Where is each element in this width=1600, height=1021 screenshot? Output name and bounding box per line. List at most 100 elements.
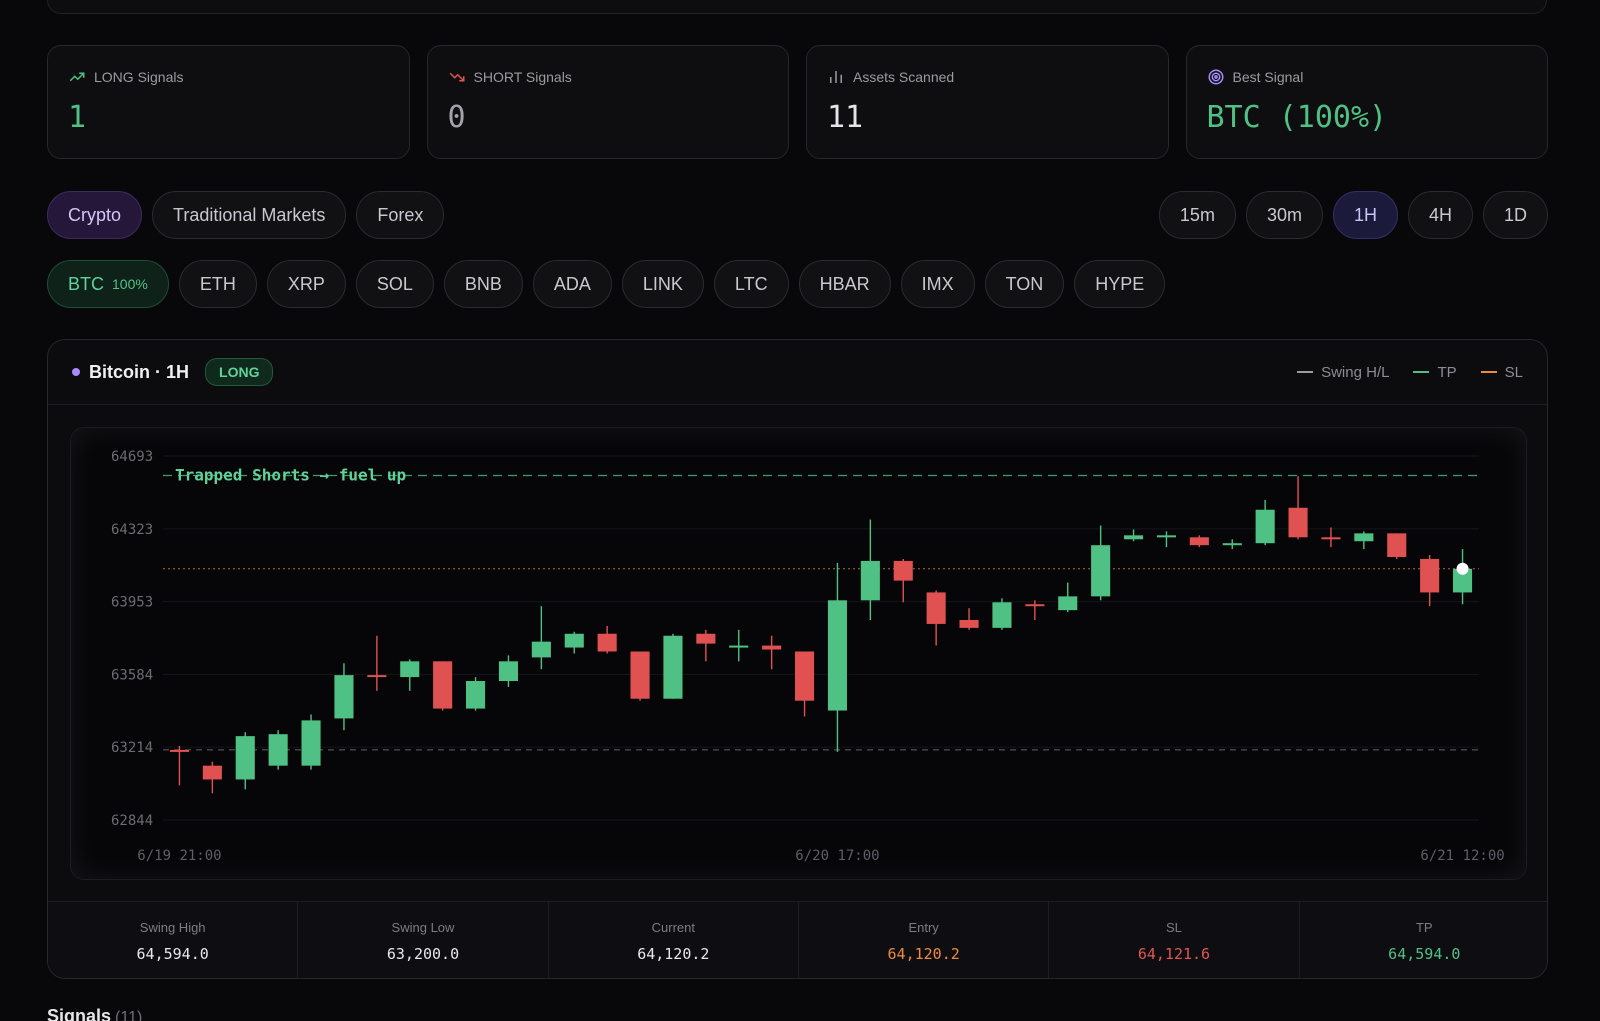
trending-up-icon	[69, 72, 85, 82]
candle-body	[334, 675, 354, 719]
level-label: Entry	[908, 919, 939, 935]
level-label: Swing Low	[391, 919, 455, 935]
asset-btc[interactable]: BTC 100%	[47, 260, 169, 308]
candle-body	[1025, 604, 1045, 607]
stat-label: Best Signal	[1232, 69, 1304, 85]
level-tp: TP 64,594.0	[1300, 902, 1547, 978]
asset-sol[interactable]: SOL	[355, 260, 434, 308]
asset-ada[interactable]: ADA	[532, 260, 612, 308]
y-tick-label: 63214	[111, 740, 153, 756]
status-dot	[72, 368, 80, 376]
top-panel	[47, 0, 1547, 14]
candle-body	[597, 633, 617, 652]
level-entry: Entry 64,120.2	[799, 902, 1050, 978]
candle-body	[795, 651, 815, 701]
signals-count: (11)	[115, 1009, 143, 1021]
asset-tabs: BTC 100% ETH XRP SOL BNB ADA LINK LTC HBA…	[47, 260, 1166, 308]
signal-badge: LONG	[205, 358, 274, 386]
level-swing-high: Swing High 64,594.0	[48, 902, 299, 978]
candle-body	[860, 560, 880, 601]
level-value: 64,594.0	[136, 944, 209, 963]
candle-body	[531, 641, 551, 658]
timeframe-1d[interactable]: 1D	[1482, 191, 1548, 239]
level-label: Swing High	[139, 919, 206, 935]
candle-body	[827, 600, 847, 711]
candle-body	[268, 734, 288, 766]
candle-body	[1255, 509, 1275, 544]
timeframe-15m[interactable]: 15m	[1158, 191, 1236, 239]
asset-imx[interactable]: IMX	[900, 260, 975, 308]
candle-body	[729, 645, 749, 648]
annotation-label: Trapped Shorts → fuel up	[175, 465, 406, 484]
legend-sl: SL	[1480, 363, 1523, 381]
stats-row: LONG Signals 1 SHORT Signals 0 Assets Sc…	[47, 45, 1548, 159]
candle-body	[498, 661, 518, 682]
legend-label: Swing H/L	[1321, 363, 1390, 381]
asset-bnb[interactable]: BNB	[443, 260, 523, 308]
level-value: 63,200.0	[386, 944, 460, 963]
legend-label: SL	[1504, 363, 1523, 381]
candle-body	[1091, 545, 1111, 597]
candle-body	[1321, 537, 1341, 540]
y-tick-label: 64693	[111, 449, 153, 465]
candle-body	[1156, 535, 1176, 538]
stat-short-signals: SHORT Signals 0	[426, 45, 789, 159]
x-tick-label: 6/19 21:00	[137, 848, 221, 864]
chart-header: Bitcoin · 1H LONG Swing H/L TP SL	[48, 340, 1547, 405]
candle-body	[1354, 533, 1374, 542]
candle-body	[367, 675, 387, 678]
y-tick-label: 64323	[111, 522, 153, 538]
asset-pct: 100%	[112, 276, 148, 292]
candle-body	[564, 633, 584, 648]
candle-body	[301, 720, 321, 766]
level-current: Current 64,120.2	[549, 902, 799, 978]
signals-heading: Signals (11)	[47, 1006, 142, 1021]
stat-label: Assets Scanned	[853, 69, 955, 85]
timeframe-1h[interactable]: 1H	[1332, 191, 1398, 239]
asset-hbar[interactable]: HBAR	[798, 260, 891, 308]
stat-value: 0	[447, 100, 466, 135]
target-icon	[1208, 69, 1223, 85]
y-tick-label: 63584	[111, 667, 153, 683]
tab-crypto[interactable]: Crypto	[47, 191, 143, 239]
tab-traditional-markets[interactable]: Traditional Markets	[152, 191, 347, 239]
candle-body	[202, 765, 222, 780]
asset-eth[interactable]: ETH	[178, 260, 257, 308]
tab-forex[interactable]: Forex	[356, 191, 445, 239]
level-sl: SL 64,121.6	[1049, 902, 1300, 978]
asset-link[interactable]: LINK	[621, 260, 704, 308]
trending-down-icon	[449, 72, 464, 82]
candle-body	[696, 633, 716, 644]
candle-body	[1222, 543, 1242, 546]
stat-label: SHORT Signals	[473, 69, 572, 85]
timeframe-30m[interactable]: 30m	[1245, 191, 1323, 239]
level-value: 64,594.0	[1388, 944, 1461, 963]
x-tick-label: 6/20 17:00	[795, 848, 879, 864]
candle-body	[630, 651, 650, 699]
level-label: TP	[1415, 919, 1433, 935]
asset-xrp[interactable]: XRP	[266, 260, 346, 308]
candle-body	[959, 619, 979, 628]
candle-body	[1124, 535, 1144, 540]
level-value: 64,120.2	[887, 944, 960, 963]
legend-swatch	[1480, 371, 1497, 373]
asset-ltc[interactable]: LTC	[713, 260, 789, 308]
asset-hype[interactable]: HYPE	[1074, 260, 1166, 308]
candle-body	[1453, 568, 1473, 593]
y-tick-label: 63953	[111, 595, 153, 611]
y-tick-label: 62844	[111, 813, 153, 829]
chart-card: Bitcoin · 1H LONG Swing H/L TP SL 64693 6…	[47, 339, 1548, 979]
chart-plot[interactable]: 64693 64323 63953 63584 63214 62844 Trapped Sh…	[70, 427, 1527, 880]
stat-value: BTC (100%)	[1206, 100, 1388, 135]
stat-long-signals: LONG Signals 1	[47, 45, 410, 159]
level-value: 64,121.6	[1137, 944, 1211, 963]
candlestick-chart[interactable]: 64693 64323 63953 63584 63214 62844 Trapped Sh…	[71, 428, 1527, 880]
stat-label: LONG Signals	[94, 69, 184, 85]
legend-swing: Swing H/L	[1297, 364, 1389, 381]
asset-symbol: BTC	[68, 273, 104, 294]
signals-title: Signals	[47, 1006, 112, 1021]
asset-ton[interactable]: TON	[984, 260, 1065, 308]
timeframe-tabs: 15m 30m 1H 4H 1D	[1158, 191, 1548, 239]
stat-value: 11	[827, 100, 864, 135]
timeframe-4h[interactable]: 4H	[1407, 191, 1473, 239]
